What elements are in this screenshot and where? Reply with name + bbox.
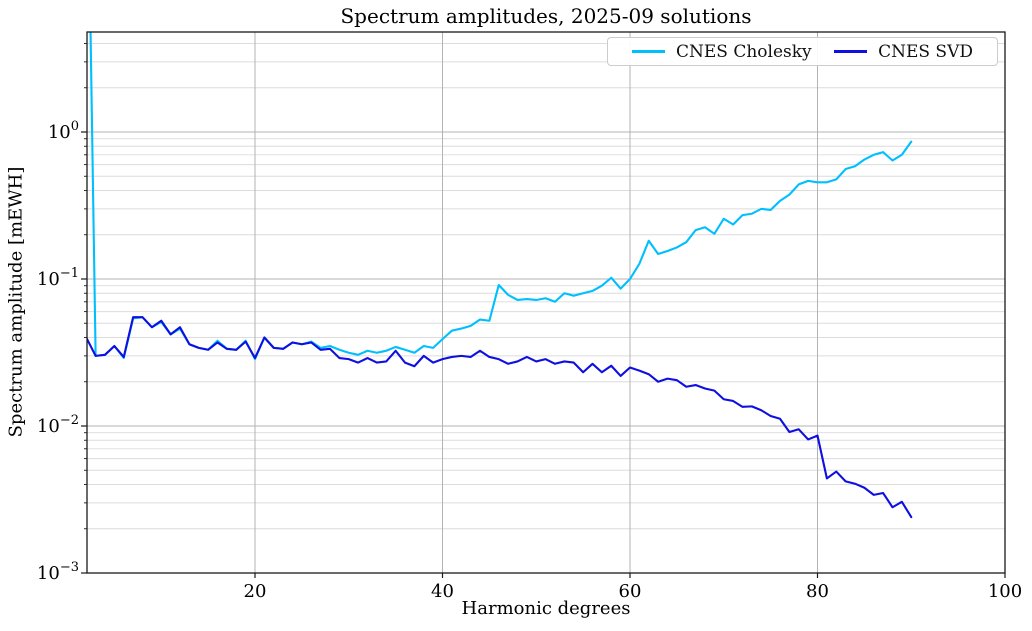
svd-line-swatch bbox=[834, 50, 868, 53]
gridlines bbox=[87, 32, 1006, 574]
y-tick-label: 10−1 bbox=[37, 266, 79, 290]
ticks: 20 40 60 80 100 100 10−1 10−2 10−3 bbox=[37, 43, 1022, 602]
plot-spines bbox=[86, 31, 1006, 574]
legend-label-cnes-svd: CNES SVD bbox=[878, 41, 973, 62]
series-line-cnes-svd bbox=[87, 316, 913, 519]
cholesky-line-swatch bbox=[632, 50, 665, 53]
legend-label-cnes-cholesky: CNES Cholesky bbox=[676, 41, 812, 62]
x-tick-label: 40 bbox=[431, 581, 454, 602]
chart-title: Spectrum amplitudes, 2025-09 solutions bbox=[340, 4, 752, 28]
y-tick-label: 100 bbox=[48, 119, 79, 143]
x-tick-label: 80 bbox=[806, 581, 829, 602]
y-tick-label: 10−2 bbox=[37, 413, 79, 437]
legend-item-cnes-cholesky: CNES Cholesky bbox=[632, 42, 812, 62]
x-tick-label: 20 bbox=[244, 581, 267, 602]
y-tick-label: 10−3 bbox=[37, 560, 79, 584]
x-tick-label: 60 bbox=[619, 581, 642, 602]
series-group bbox=[87, 32, 913, 519]
y-axis-label: Spectrum amplitude [mEWH] bbox=[5, 166, 27, 438]
x-tick-label: 100 bbox=[988, 581, 1022, 602]
x-axis-label: Harmonic degrees bbox=[461, 598, 631, 619]
legend: CNES Cholesky CNES SVD bbox=[607, 37, 998, 66]
legend-item-cnes-svd: CNES SVD bbox=[834, 42, 973, 62]
